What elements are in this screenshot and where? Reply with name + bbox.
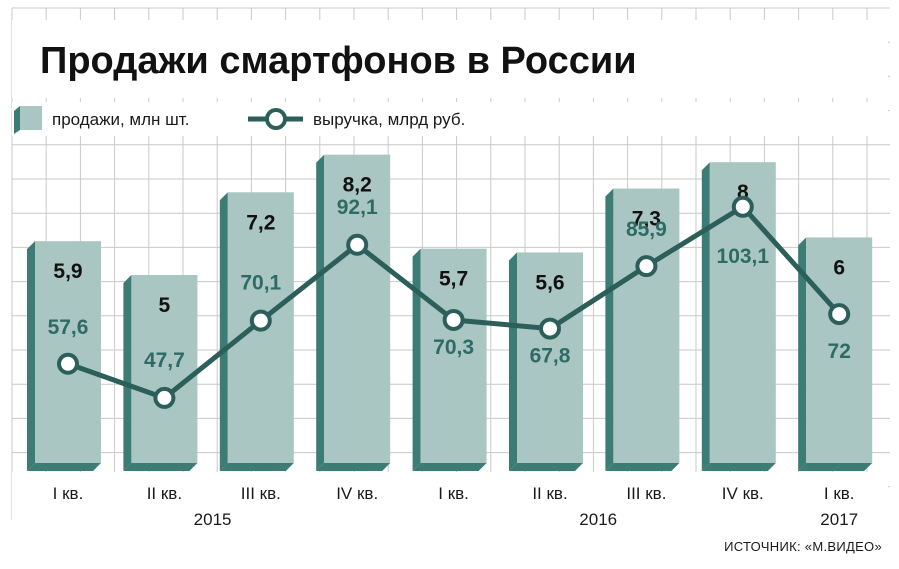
legend-bar-swatch-side: [14, 106, 20, 134]
year-label: 2017: [820, 510, 858, 529]
bar-value-label: 6: [833, 256, 845, 279]
bar-value-label: 5,9: [53, 260, 82, 283]
revenue-point: [828, 303, 851, 326]
bar-value-label: 5,7: [439, 268, 468, 291]
bar-bottom: [605, 463, 680, 471]
bar: [613, 188, 680, 463]
bar: [131, 275, 198, 463]
bar-side: [27, 241, 35, 471]
legend-label-sales: продажи, млн шт.: [52, 110, 189, 129]
revenue-point: [249, 309, 272, 332]
revenue-point: [731, 195, 754, 218]
legend-background: [12, 102, 888, 136]
revenue-value-label: 85,9: [626, 218, 667, 241]
x-tick-label: III кв.: [241, 484, 281, 503]
revenue-point: [442, 308, 465, 331]
bar-labels: 5,957,28,25,7 5,67,386: [53, 174, 845, 317]
revenue-value-label: 47,7: [144, 349, 185, 372]
bar: [324, 154, 391, 463]
bars: [27, 154, 873, 471]
chart-title: Продажи смартфонов в России: [40, 40, 637, 82]
bar-bottom: [27, 463, 101, 471]
title-background: [12, 20, 888, 98]
bar-value-label: 8,2: [343, 174, 372, 197]
bar-side: [316, 154, 325, 471]
bar: [420, 248, 487, 463]
x-tick-label: III кв.: [626, 484, 666, 503]
bar: [806, 237, 873, 463]
revenue-line: [57, 195, 851, 409]
revenue-value-label: 67,8: [530, 345, 571, 368]
bar-side: [605, 188, 614, 471]
bar: [35, 241, 101, 463]
legend-line-marker: [265, 108, 287, 130]
year-labels: 2015 2016 2017: [194, 510, 858, 529]
bar-value-label: 5,6: [535, 271, 564, 294]
bar-side: [412, 248, 421, 471]
bar-value-label: 5: [159, 294, 171, 317]
revenue-point: [346, 233, 369, 256]
legend-bar-swatch: [20, 106, 42, 130]
bar: [517, 252, 583, 463]
legend: продажи, млн шт. выручка, млрд руб.: [14, 106, 465, 134]
revenue-value-label: 72: [828, 340, 851, 363]
revenue-value-label: 70,1: [240, 272, 281, 295]
revenue-point: [539, 317, 561, 340]
x-tick-label: I кв.: [53, 484, 84, 503]
legend-label-revenue: выручка, млрд руб.: [313, 110, 465, 129]
bar-bottom: [412, 463, 487, 471]
revenue-point: [57, 352, 79, 375]
bar-side: [701, 162, 710, 471]
x-tick-label: I кв.: [438, 484, 469, 503]
bar-bottom: [701, 463, 776, 471]
bar-bottom: [123, 463, 198, 471]
bar-bottom: [219, 463, 294, 471]
bar-bottom: [316, 463, 391, 471]
bar-side: [798, 237, 807, 471]
year-label: 2016: [579, 510, 617, 529]
revenue-value-label: 70,3: [433, 336, 474, 359]
revenue-value-label: 92,1: [337, 196, 378, 219]
bar-value-label: 7,3: [632, 208, 661, 231]
x-tick-label: IV кв.: [722, 484, 764, 503]
bar-side: [219, 192, 228, 471]
x-tick-label: II кв.: [147, 484, 182, 503]
bar-value-label: 7,2: [246, 211, 275, 234]
bar-bottom: [509, 463, 583, 471]
line-labels: 57,6 47,7 70,1 92,1 70,3 67,8 85,9 103,1 72: [48, 196, 851, 372]
year-label: 2015: [194, 510, 232, 529]
x-tick-label: II кв.: [532, 484, 567, 503]
x-tick-label: IV кв.: [336, 484, 378, 503]
revenue-value-label: 57,6: [48, 316, 89, 339]
revenue-point: [153, 386, 176, 409]
axis-background: [12, 472, 888, 562]
x-tick-label: I кв.: [824, 484, 855, 503]
revenue-value-label: 103,1: [717, 245, 770, 268]
bar-side: [509, 252, 517, 471]
source-note: ИСТОЧНИК: «М.ВИДЕО»: [724, 539, 882, 554]
bar-side: [123, 275, 132, 471]
revenue-point: [635, 255, 658, 278]
x-axis-ticks: I кв. II кв. III кв. IV кв. I кв. II кв. III к…: [53, 484, 855, 503]
bar-bottom: [798, 463, 873, 471]
